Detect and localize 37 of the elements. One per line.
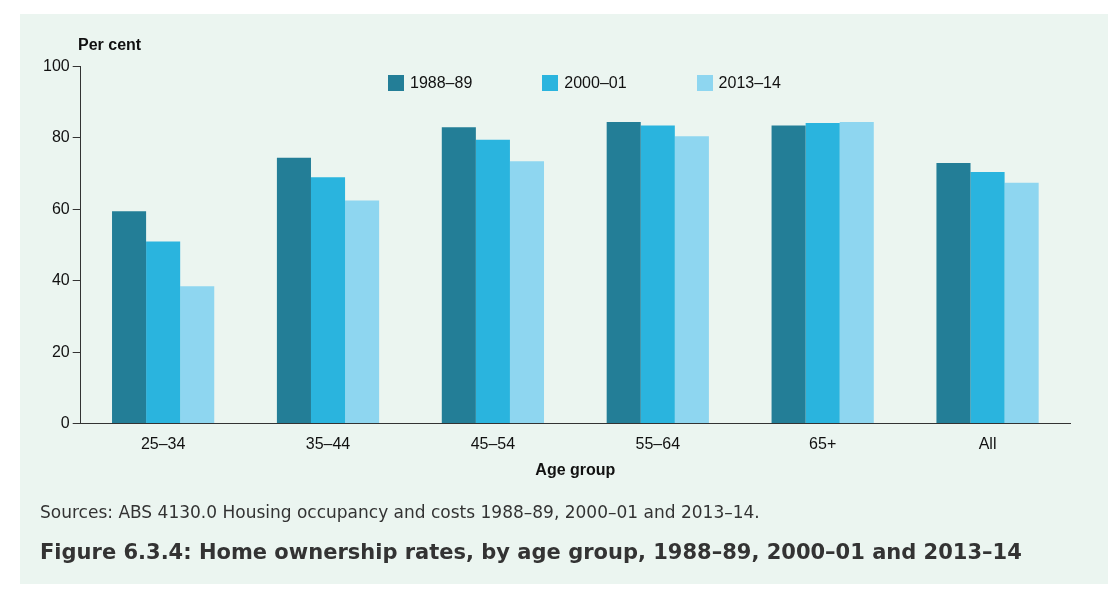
bar <box>146 241 181 424</box>
x-tick-label: 25–34 <box>140 434 186 452</box>
bar <box>509 161 545 424</box>
bar <box>310 177 346 424</box>
source-note: Sources: ABS 4130.0 Housing occupancy and costs 1988–89, 2000–01 and 2013–14. <box>40 502 760 522</box>
bar <box>771 125 806 424</box>
x-tick-label: 55–64 <box>635 434 681 452</box>
y-tick-label: 100 <box>42 57 70 75</box>
bar <box>1004 182 1039 424</box>
bar <box>970 171 1005 424</box>
legend-label: 2000–01 <box>564 74 627 92</box>
bar <box>674 136 709 424</box>
y-tick-label: 60 <box>51 199 70 217</box>
bar <box>606 121 641 424</box>
legend-label: 2013–14 <box>718 74 781 92</box>
y-tick-label: 0 <box>60 414 70 432</box>
y-axis-title: Per cent <box>78 36 142 54</box>
y-tick-label: 40 <box>51 271 70 289</box>
bar <box>441 127 476 424</box>
bar <box>475 139 510 424</box>
bar <box>640 125 675 424</box>
text: Figure 6.3.4: Home ownership rates, by age group, 1988–89, 2000–01 and 2013–14 <box>40 540 1022 564</box>
x-tick-label: 35–44 <box>305 434 351 452</box>
bar <box>276 157 311 424</box>
x-tick-label: All <box>978 434 997 452</box>
x-tick-label: 45–54 <box>470 434 516 452</box>
x-tick-label: 65+ <box>809 434 837 452</box>
x-axis-title: Age group <box>535 460 616 478</box>
bar <box>180 286 215 424</box>
y-tick-label: 80 <box>51 128 70 146</box>
bar <box>936 162 971 424</box>
bar <box>112 211 147 424</box>
legend-label: 1988–89 <box>410 74 473 92</box>
y-tick-label: 20 <box>51 342 70 360</box>
bar <box>805 123 840 424</box>
bar <box>345 200 380 424</box>
bar <box>839 121 874 424</box>
